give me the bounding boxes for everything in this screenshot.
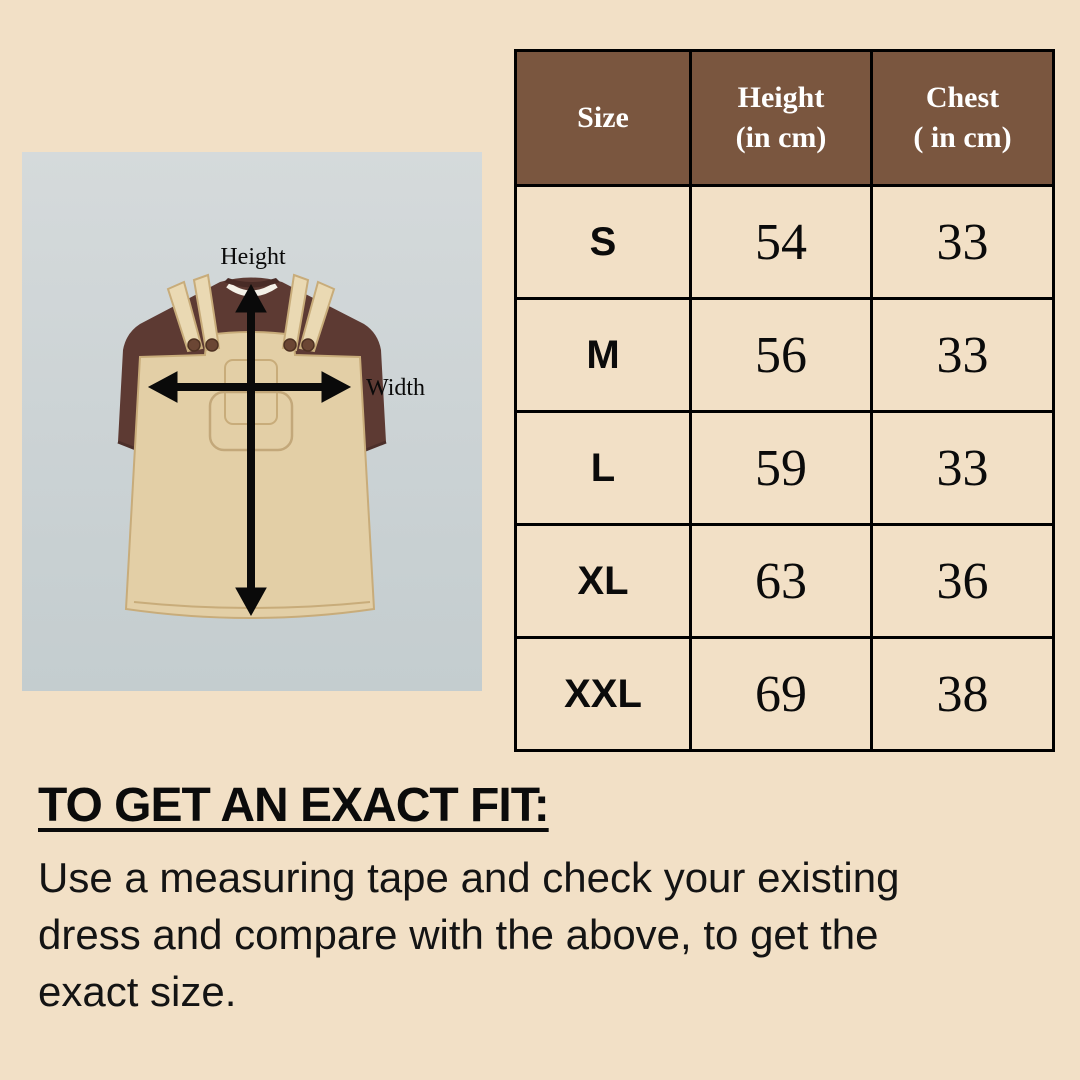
table-cell-chest: 38 [873, 639, 1052, 749]
width-arrow-head-right [321, 371, 352, 403]
width-arrow-head-left [147, 371, 178, 403]
table-cell-height: 59 [692, 413, 870, 523]
table-header-size: Size [517, 52, 689, 184]
header-title: Height [737, 81, 825, 114]
height-arrow-label: Height [220, 244, 286, 270]
table-header-chest: Chest ( in cm) [873, 52, 1052, 184]
table-cell-size: M [517, 300, 689, 410]
fit-note-heading: TO GET AN EXACT FIT: [38, 779, 550, 832]
table-cell-height: 54 [692, 187, 870, 297]
table-cell-chest: 33 [873, 300, 1052, 410]
table-cell-size: XL [517, 526, 689, 636]
dress-measurement-illustration: Height Width [22, 152, 482, 691]
header-subtitle: ( in cm) [913, 121, 1012, 154]
fit-note-section: TO GET AN EXACT FIT: Use a measuring tap… [38, 778, 1048, 1020]
strap-buttons [187, 338, 315, 352]
product-photo: Height Width [22, 152, 482, 691]
table-cell-height: 63 [692, 526, 870, 636]
height-arrow-head-top [235, 283, 267, 313]
table-cell-size: S [517, 187, 689, 297]
width-arrow-label: Width [366, 375, 425, 401]
collar-rim [224, 278, 280, 288]
table-cell-chest: 33 [873, 187, 1052, 297]
table-cell-height: 56 [692, 300, 870, 410]
table-header-height: Height (in cm) [692, 52, 870, 184]
measurement-arrows [147, 283, 352, 617]
fit-note-line: exact size. [38, 968, 237, 1015]
header-title: Size [577, 101, 629, 134]
table-cell-size: XXL [517, 639, 689, 749]
size-table: Size Height (in cm) Chest ( in cm) S 54 … [514, 49, 1055, 752]
fit-note-line: dress and compare with the above, to get… [38, 911, 879, 958]
table-cell-chest: 36 [873, 526, 1052, 636]
pinafore-dress-graphic [124, 273, 376, 620]
header-title: Chest [925, 81, 1000, 114]
fit-note-line: Use a measuring tape and check your exis… [38, 854, 900, 901]
table-cell-chest: 33 [873, 413, 1052, 523]
table-cell-height: 69 [692, 639, 870, 749]
height-arrow-head-bottom [235, 587, 267, 617]
header-subtitle: (in cm) [735, 121, 827, 154]
table-cell-size: L [517, 413, 689, 523]
